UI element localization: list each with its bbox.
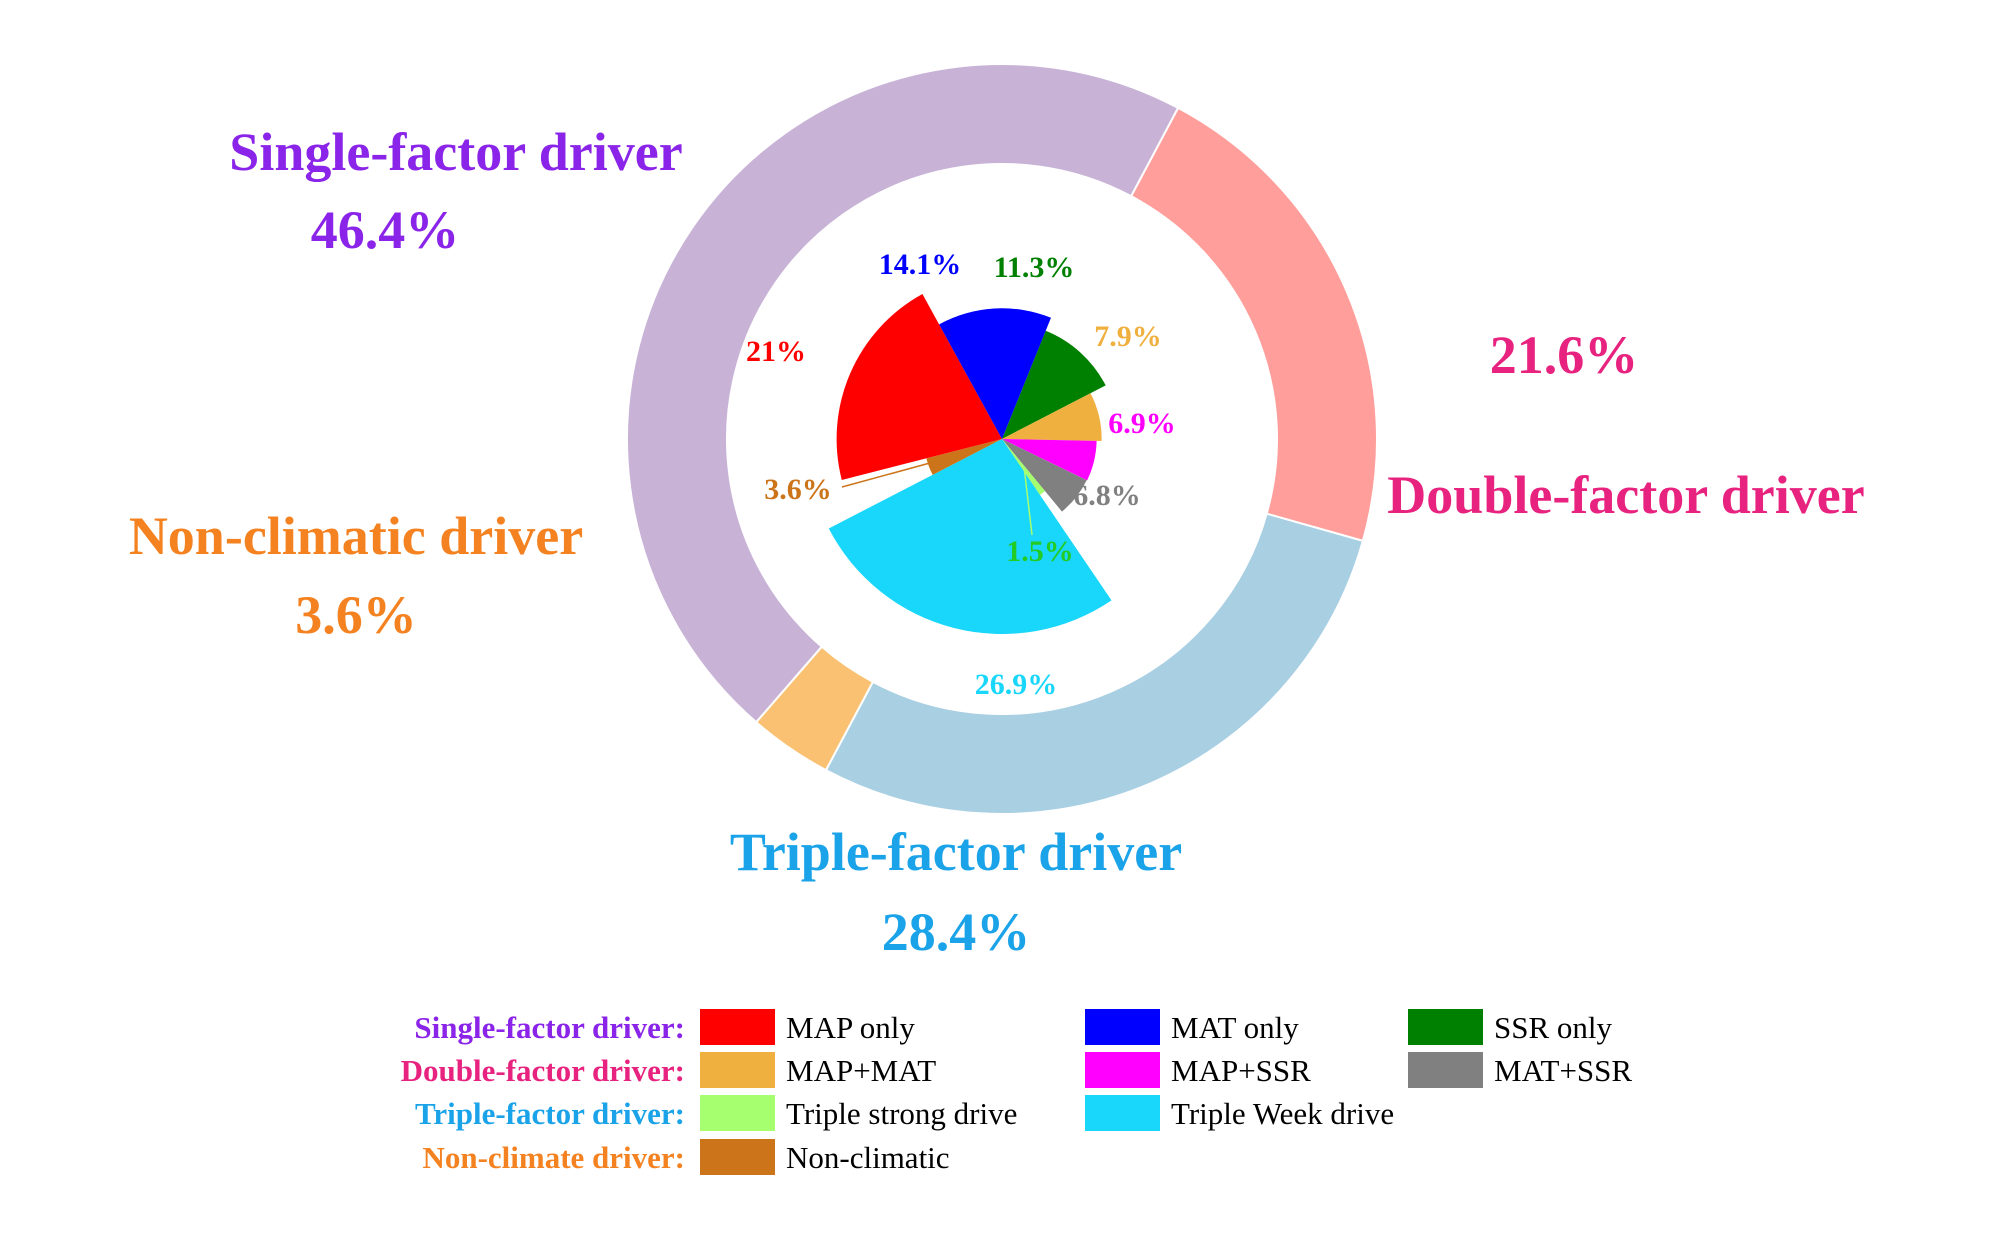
legend: Single-factor driver: MAP only MAT only SSR… <box>401 1009 1632 1175</box>
legend-label-mat-ssr: MAT+SSR <box>1494 1053 1632 1088</box>
legend-swatch-triple-week-drive <box>1085 1095 1160 1131</box>
legend-swatch-map-ssr <box>1085 1052 1160 1088</box>
group-title-single-factor-driver: Single-factor driver <box>229 122 682 182</box>
rose-slice-non-climatic <box>926 439 1002 475</box>
group-title-double-factor-driver: Double-factor driver <box>1387 465 1864 525</box>
rose-label-mat-ssr: 6.8% <box>1073 479 1141 512</box>
rose-label-ssr-only: 11.3% <box>994 251 1075 284</box>
rose-label-map-mat: 7.9% <box>1094 320 1162 353</box>
group-title-non-climatic-driver: Non-climatic driver <box>129 506 583 566</box>
legend-group-double-factor-driver: Double-factor driver: <box>401 1053 685 1088</box>
group-title-triple-factor-driver: Triple-factor driver <box>730 822 1182 882</box>
group-percent-triple-factor-driver: 28.4% <box>882 902 1031 962</box>
legend-swatch-mat-ssr <box>1408 1052 1483 1088</box>
rose-slice-map-only <box>836 294 1002 481</box>
legend-label-mat-only: MAT only <box>1171 1010 1299 1045</box>
group-percent-double-factor-driver: 21.6% <box>1490 325 1639 385</box>
rose-slice-mat-only <box>939 308 1051 439</box>
rose-slice-triple-week-drive <box>828 439 1112 635</box>
legend-label-triple-week-drive: Triple Week drive <box>1171 1096 1394 1131</box>
rose-label-triple-strong-drive: 1.5% <box>1006 535 1074 568</box>
legend-label-non-climatic: Non-climatic <box>786 1140 950 1175</box>
rose-label-triple-week-drive: 26.9% <box>975 668 1058 701</box>
inner-labels: 11.3% 7.9% 6.9% 6.8% 1.5% 26.9% 3.6% 21% 14.1% <box>746 248 1176 701</box>
rose-slice-triple-strong-drive <box>1002 439 1046 495</box>
leader-line-non-climatic <box>841 453 963 488</box>
rose-label-mat-only: 14.1% <box>879 248 962 281</box>
rose-label-non-climatic: 3.6% <box>764 473 832 506</box>
legend-group-triple-factor-driver: Triple-factor driver: <box>415 1096 685 1131</box>
legend-label-triple-strong-drive: Triple strong drive <box>786 1096 1017 1131</box>
outer-labels: Double-factor driver 21.6% Triple-factor d… <box>129 122 1865 962</box>
legend-swatch-non-climatic <box>700 1139 775 1175</box>
legend-swatch-ssr-only <box>1408 1009 1483 1045</box>
legend-swatch-mat-only <box>1085 1009 1160 1045</box>
rose-slice-map-ssr <box>1002 439 1097 481</box>
group-percent-single-factor-driver: 46.4% <box>311 200 460 260</box>
ring-segment-double-factor-driver <box>1129 106 1378 543</box>
ring-segment-single-factor-driver <box>626 63 1180 724</box>
rose-slice-ssr-only <box>1002 330 1106 439</box>
rose-label-map-only: 21% <box>746 335 806 368</box>
rose-slice-mat-ssr <box>1002 439 1087 512</box>
leader-lines <box>841 453 1033 536</box>
leader-line-triple-strong-drive <box>1023 468 1033 536</box>
legend-swatch-triple-strong-drive <box>700 1095 775 1131</box>
rose-label-map-ssr: 6.9% <box>1108 407 1176 440</box>
ring-segment-triple-factor-driver <box>824 512 1365 815</box>
legend-group-single-factor-driver: Single-factor driver: <box>414 1010 685 1045</box>
rose-slice-map-mat <box>1002 393 1102 441</box>
inner-rose <box>828 294 1112 635</box>
group-percent-non-climatic-driver: 3.6% <box>295 585 417 645</box>
legend-group-non-climate-driver: Non-climate driver: <box>422 1140 685 1175</box>
legend-label-map-mat: MAP+MAT <box>786 1053 936 1088</box>
legend-label-map-ssr: MAP+SSR <box>1171 1053 1311 1088</box>
legend-label-ssr-only: SSR only <box>1494 1010 1613 1045</box>
outer-ring <box>626 63 1378 815</box>
legend-label-map-only: MAP only <box>786 1010 915 1045</box>
legend-swatch-map-mat <box>700 1052 775 1088</box>
legend-swatch-map-only <box>700 1009 775 1045</box>
